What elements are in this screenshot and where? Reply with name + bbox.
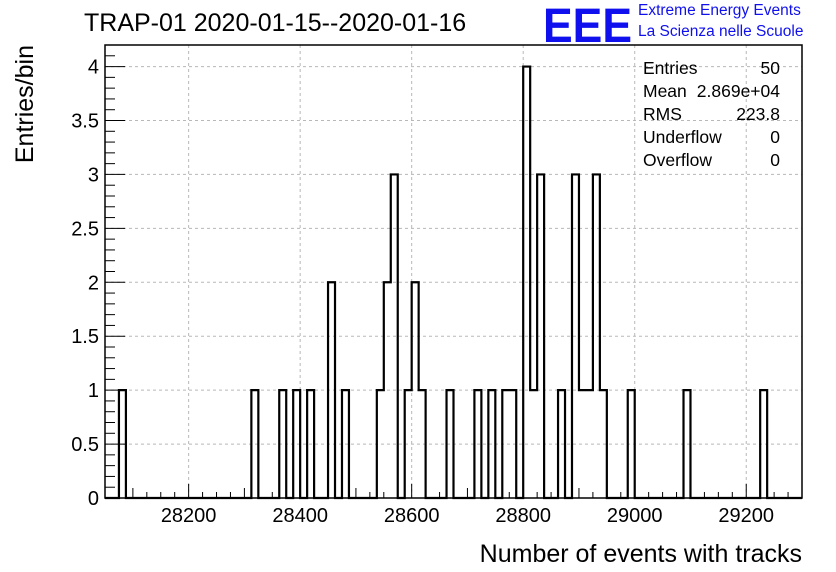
stats-key: Overflow (643, 150, 713, 170)
stats-row: Overflow 0 (640, 150, 780, 173)
stats-row: Entries 50 (640, 58, 780, 81)
y-tick-label: 0 (88, 488, 99, 510)
stats-value: 0 (770, 150, 780, 170)
x-tick-label: 28400 (272, 505, 328, 527)
org-name: Extreme Energy Events (638, 2, 801, 19)
stats-row: Underflow 0 (640, 127, 780, 150)
y-tick-label: 3.5 (71, 111, 99, 133)
stats-value: 223.8 (736, 104, 780, 124)
stats-key: Entries (643, 58, 698, 78)
x-tick-labels: 28200 28400 28600 28800 29000 29200 (161, 505, 774, 527)
stats-row: RMS 223.8 (640, 104, 780, 127)
org-subtitle: La Scienza nelle Scuole (638, 23, 804, 40)
y-tick-label: 3 (88, 164, 99, 186)
y-tick-labels: 0 0.5 1 1.5 2 2.5 3 3.5 4 (71, 57, 99, 510)
chart-title: TRAP-01 2020-01-15--2020-01-16 (84, 9, 467, 37)
y-tick-label: 0.5 (71, 434, 99, 456)
stats-value: 50 (760, 58, 780, 78)
x-tick-label: 28200 (161, 505, 217, 527)
stats-key: Underflow (643, 127, 722, 147)
stats-key: Mean (643, 81, 687, 101)
stats-key: RMS (643, 104, 682, 124)
x-tick-label: 28800 (495, 505, 551, 527)
stats-value: 0 (770, 127, 780, 147)
y-tick-label: 2 (88, 272, 99, 294)
logo-text: EEE (543, 2, 632, 46)
x-tick-label: 29000 (607, 505, 663, 527)
x-axis-label: Number of events with tracks (480, 540, 802, 568)
y-tick-label: 1.5 (71, 326, 99, 348)
x-tick-label: 29200 (718, 505, 774, 527)
y-tick-label: 2.5 (71, 218, 99, 240)
y-tick-label: 4 (88, 57, 99, 79)
stats-row: Mean 2.869e+04 (640, 81, 780, 104)
stats-value: 2.869e+04 (696, 81, 780, 101)
x-tick-label: 28600 (384, 505, 440, 527)
axis-ticks (104, 55, 803, 499)
y-tick-label: 1 (88, 380, 99, 402)
y-axis-label: Entries/bin (11, 45, 39, 163)
eee-logo: EEE (543, 2, 632, 46)
stats-box: Entries 50 Mean 2.869e+04 RMS 223.8 Underflow 0… (640, 58, 780, 173)
